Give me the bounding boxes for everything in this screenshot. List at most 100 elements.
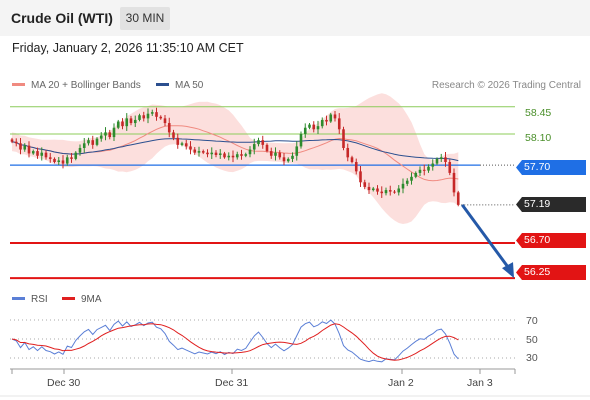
- candle-body: [31, 151, 35, 154]
- candle-body: [14, 141, 18, 144]
- candle-body: [146, 113, 150, 119]
- x-label-dec30: Dec 30: [47, 377, 81, 389]
- rsi-line: [11, 319, 459, 363]
- legend-9ma: 9MA: [62, 294, 102, 305]
- candle-body: [299, 133, 303, 147]
- candle-body: [308, 124, 311, 128]
- candle-body: [312, 124, 316, 130]
- candle-body: [189, 146, 192, 150]
- resistance-2-label: 58.45: [525, 107, 552, 119]
- candle-body: [159, 116, 163, 119]
- candle-body: [248, 149, 252, 155]
- candle-body: [95, 138, 99, 145]
- candle-body: [104, 132, 107, 136]
- candle-body: [142, 115, 146, 119]
- candle-body: [286, 158, 290, 162]
- candle-body: [210, 152, 214, 155]
- candle-body: [125, 118, 129, 127]
- bollinger-band: [12, 93, 459, 224]
- candle-body: [57, 160, 61, 163]
- candle-body: [316, 126, 320, 130]
- candle-body: [269, 151, 273, 156]
- candle-body: [435, 158, 439, 164]
- ma20-swatch-icon: [12, 82, 25, 86]
- candle-body: [27, 145, 31, 154]
- candle-body: [112, 127, 116, 138]
- candle-body: [193, 149, 197, 153]
- x-label-jan3: Jan 3: [467, 377, 493, 389]
- legend-ma50: MA 50: [156, 80, 203, 91]
- candle-body: [278, 152, 282, 158]
- candle-body: [44, 152, 48, 158]
- rsi-tick-70: 70: [526, 315, 538, 327]
- candle-body: [282, 157, 286, 162]
- candle-body: [363, 182, 367, 187]
- candle-body: [376, 188, 379, 192]
- forecast-arrow: [461, 203, 510, 268]
- candle-body: [218, 153, 222, 155]
- candle-body: [180, 143, 184, 145]
- candle-body: [295, 146, 299, 156]
- candle-body: [452, 172, 456, 193]
- candle-body: [252, 144, 256, 150]
- candle-body: [359, 171, 362, 183]
- candle-body: [448, 162, 452, 173]
- candle-body: [303, 127, 307, 134]
- candle-body: [350, 157, 354, 163]
- candle-body: [23, 145, 27, 150]
- candle-body: [129, 118, 133, 124]
- forecast-arrowhead-icon: [502, 262, 514, 279]
- candle-body: [227, 155, 231, 158]
- candle-body: [99, 135, 103, 139]
- candle-body: [53, 158, 56, 163]
- candle-body: [78, 147, 82, 153]
- chart-header: Crude Oil (WTI) 30 MIN: [0, 0, 590, 36]
- candle-body: [320, 119, 324, 127]
- candle-body: [36, 151, 39, 156]
- candle-body: [444, 157, 447, 163]
- candle-body: [87, 140, 90, 144]
- candle-body: [121, 121, 124, 127]
- candle-body: [367, 186, 371, 191]
- candle-body: [108, 132, 112, 138]
- candle-body: [261, 140, 265, 145]
- candle-body: [401, 183, 405, 189]
- candle-body: [274, 152, 277, 156]
- candle-body: [427, 166, 430, 171]
- candle-body: [431, 163, 435, 167]
- candle-body: [61, 160, 65, 164]
- candle-body: [48, 157, 52, 159]
- candle-body: [70, 157, 73, 159]
- candle-body: [214, 152, 218, 155]
- x-label-jan2: Jan 2: [388, 377, 414, 389]
- candle-body: [342, 129, 345, 148]
- candle-body: [405, 180, 409, 184]
- candle-body: [325, 119, 328, 122]
- candle-body: [167, 123, 171, 133]
- candle-body: [133, 119, 137, 124]
- candle-body: [172, 132, 175, 138]
- x-label-dec31: Dec 31: [215, 377, 249, 389]
- candle-body: [116, 121, 120, 128]
- candle-body: [176, 137, 180, 145]
- timeframe-badge[interactable]: 30 MIN: [120, 7, 170, 30]
- rsi-tick-30: 30: [526, 352, 538, 364]
- candle-body: [163, 118, 167, 124]
- candle-body: [456, 192, 460, 205]
- candle-body: [388, 190, 392, 192]
- support-2-tag: 56.25: [516, 265, 586, 280]
- support-1-tag: 56.70: [516, 233, 586, 248]
- candle-body: [414, 172, 418, 177]
- candle-body: [10, 139, 14, 142]
- candle-body: [346, 147, 350, 158]
- candle-body: [393, 191, 396, 193]
- candle-body: [138, 115, 141, 120]
- candle-body: [197, 151, 201, 153]
- ma9-swatch-icon: [62, 296, 75, 300]
- pivot-tag: 57.70: [516, 160, 586, 175]
- rsi-swatch-icon: [12, 296, 25, 300]
- rsi-tick-50: 50: [526, 334, 538, 346]
- candle-body: [206, 152, 209, 155]
- candle-body: [410, 176, 413, 181]
